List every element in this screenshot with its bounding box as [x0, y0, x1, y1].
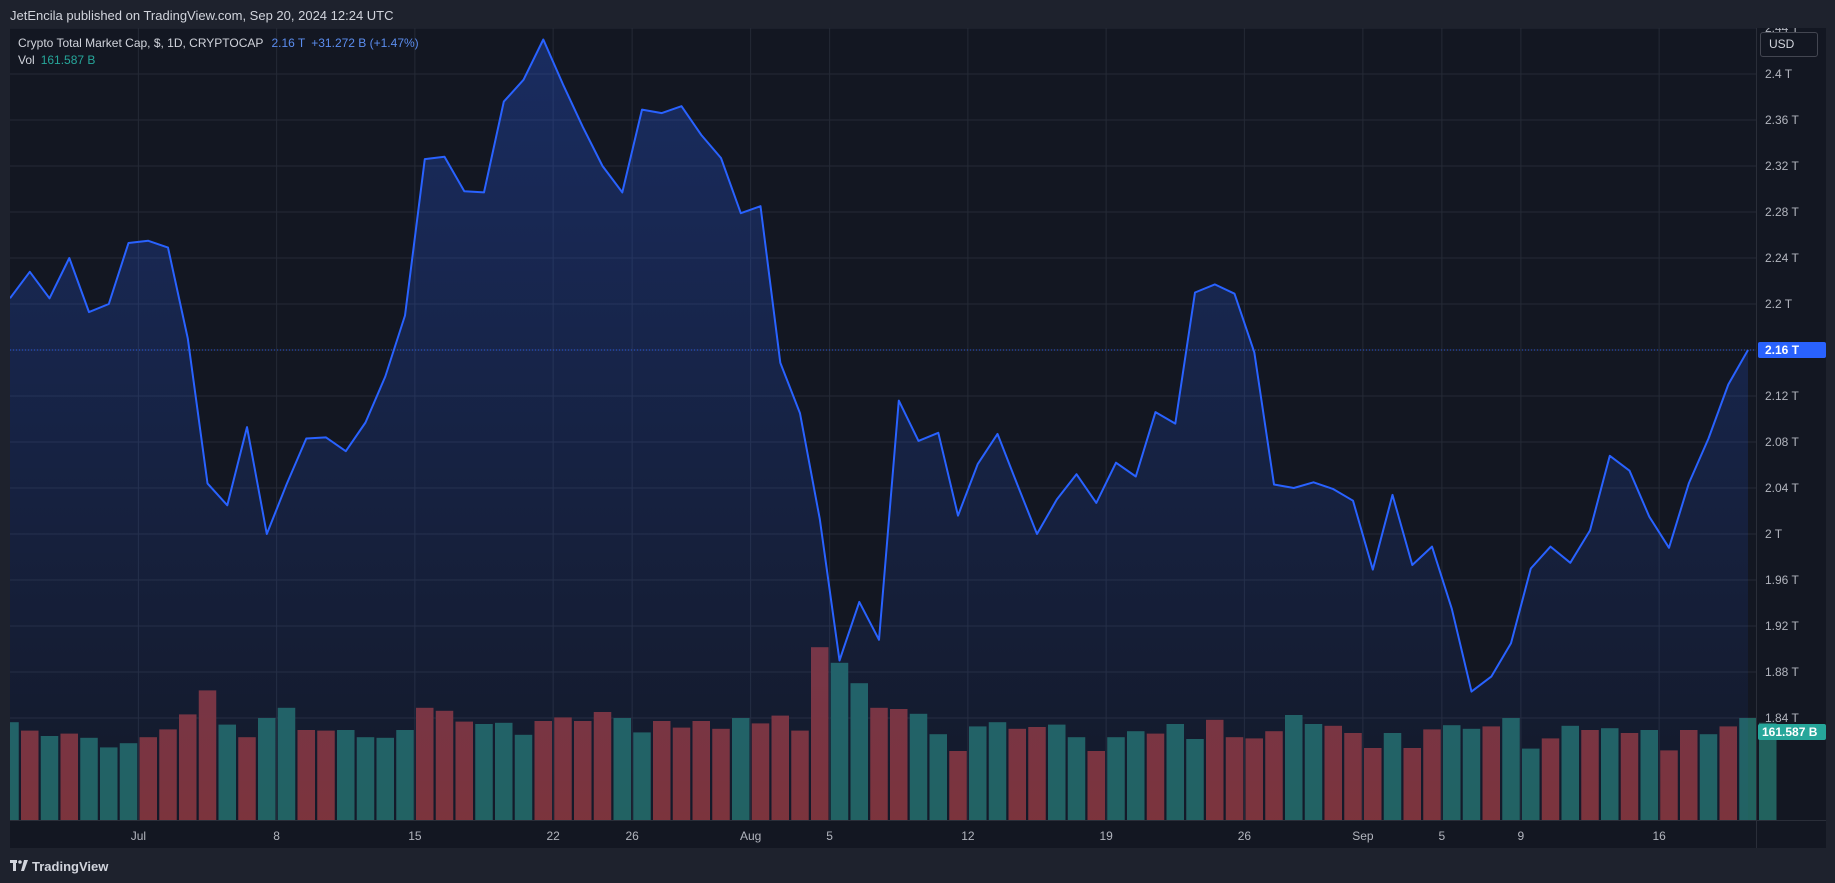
x-tick-label: 26 [625, 829, 639, 843]
x-tick-label: 19 [1099, 829, 1113, 843]
legend-volume-row: Vol 161.587 B [18, 52, 425, 69]
volume-badge-label: 161.587 B [1762, 725, 1818, 739]
volume-badge [1758, 724, 1826, 740]
y-tick-label: 2.32 T [1765, 159, 1799, 173]
y-tick-label: 2.44 T [1765, 28, 1799, 35]
axes: 1.84 T 1.88 T 1.92 T 1.96 T 2 T 2.04 T 2.08 T 2… [10, 28, 1826, 848]
chart-canvas[interactable]: 1.84 T 1.88 T 1.92 T 1.96 T 2 T 2.04 T 2.08 T 2… [10, 28, 1826, 848]
chart-panel[interactable]: 1.84 T 1.88 T 1.92 T 1.96 T 2 T 2.04 T 2.08 T 2… [10, 28, 1826, 848]
x-tick-label: 26 [1238, 829, 1252, 843]
chart-legend: Crypto Total Market Cap, $, 1D, CRYPTOCA… [18, 35, 425, 69]
x-tick-label: 5 [1439, 829, 1446, 843]
volume-bar [1759, 722, 1777, 820]
publish-header: JetEncila published on TradingView.com, … [0, 0, 1835, 28]
vol-label[interactable]: Vol [18, 53, 35, 67]
x-tick-label: Sep [1352, 829, 1374, 843]
y-tick-label: 1.88 T [1765, 665, 1799, 679]
price-area [10, 38, 1756, 820]
x-tick-label: 9 [1518, 829, 1525, 843]
y-tick-label: 2 T [1765, 527, 1783, 541]
symbol-title[interactable]: Crypto Total Market Cap, $, 1D, CRYPTOCA… [18, 36, 264, 50]
last-price-badge [1758, 342, 1826, 358]
legend-price-row: Crypto Total Market Cap, $, 1D, CRYPTOCA… [18, 35, 425, 52]
y-tick-label: 2.24 T [1765, 251, 1799, 265]
y-tick-label: 2.4 T [1765, 67, 1793, 81]
x-tick-label: 15 [408, 829, 422, 843]
x-tick-label: 16 [1652, 829, 1666, 843]
y-tick-label: 1.84 T [1765, 711, 1799, 725]
published-note: JetEncila published on TradingView.com, … [10, 8, 394, 23]
footer: TradingView [0, 848, 1835, 883]
x-tick-label: 22 [546, 829, 560, 843]
price-area-fill [10, 39, 1748, 820]
y-tick-label: 2.36 T [1765, 113, 1799, 127]
tradingview-logo-icon[interactable] [10, 860, 28, 871]
y-tick-label: 1.96 T [1765, 573, 1799, 587]
y-tick-label: 2.2 T [1765, 297, 1793, 311]
currency-button[interactable]: USD [1760, 32, 1818, 57]
x-tick-label: 8 [273, 829, 280, 843]
vol-value: 161.587 B [40, 53, 96, 67]
x-tick-label: Aug [740, 829, 761, 843]
last-value: 2.16 T [271, 36, 306, 50]
x-tick-label: 12 [961, 829, 975, 843]
y-tick-label: 2.12 T [1765, 389, 1799, 403]
y-tick-label: 2.04 T [1765, 481, 1799, 495]
brand-name[interactable]: TradingView [32, 859, 109, 874]
x-tick-label: Jul [131, 829, 146, 843]
change-value: +31.272 B (+1.47%) [311, 36, 419, 50]
y-tick-label: 2.28 T [1765, 205, 1799, 219]
price-line [10, 38, 1749, 693]
last-price-badge-label: 2.16 T [1765, 343, 1800, 357]
y-tick-label: 1.92 T [1765, 619, 1799, 633]
y-tick-label: 2.08 T [1765, 435, 1799, 449]
x-tick-label: 5 [826, 829, 833, 843]
